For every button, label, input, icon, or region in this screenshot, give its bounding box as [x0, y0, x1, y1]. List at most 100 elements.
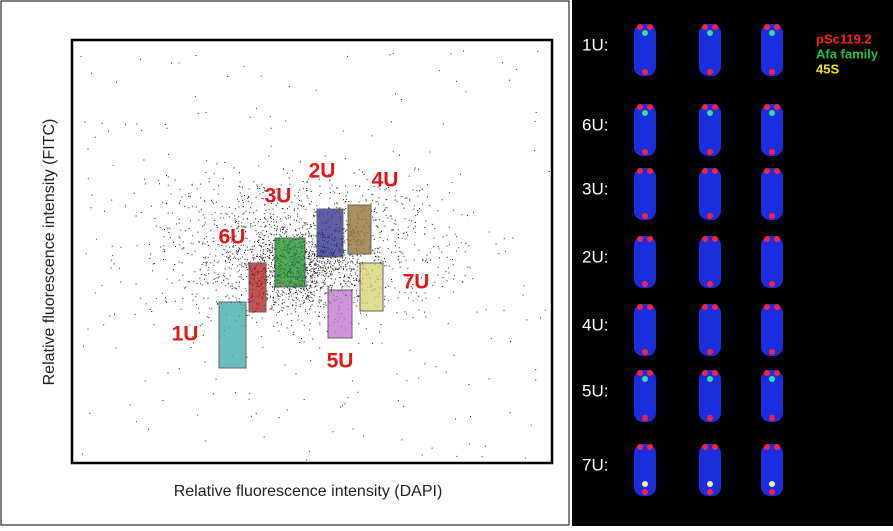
gate-label: 4U	[372, 169, 399, 192]
chromosome	[699, 304, 721, 356]
signal	[707, 481, 713, 487]
signal	[712, 24, 718, 30]
row-label: 5U:	[582, 381, 608, 400]
chromosome	[761, 236, 783, 288]
signal	[642, 213, 648, 219]
gate	[218, 301, 247, 369]
signal	[769, 213, 775, 219]
signal	[712, 104, 718, 110]
chromosome	[699, 104, 721, 156]
gate	[359, 262, 384, 312]
signal	[647, 168, 653, 174]
gate	[316, 208, 344, 258]
chromosome	[634, 24, 656, 76]
signal	[769, 69, 775, 75]
row-label: 7U:	[582, 455, 608, 474]
signal	[769, 30, 775, 36]
signal	[712, 168, 718, 174]
signal	[769, 415, 775, 421]
signal	[637, 168, 643, 174]
gate	[274, 237, 306, 288]
chromosome	[634, 370, 656, 422]
signal	[712, 236, 718, 242]
signal	[774, 236, 780, 242]
signal	[637, 444, 643, 450]
signal	[764, 370, 770, 376]
signal	[702, 168, 708, 174]
signal	[647, 444, 653, 450]
gate-label: 5U	[327, 350, 354, 373]
signal	[764, 236, 770, 242]
chromosome	[634, 444, 656, 496]
signal	[702, 104, 708, 110]
x-axis-label: Relative fluorescence intensity (DAPI)	[174, 483, 443, 500]
legend-entry: 45S	[816, 61, 839, 76]
signal	[769, 149, 775, 155]
chromosome	[634, 104, 656, 156]
signal	[637, 236, 643, 242]
chromosome	[761, 370, 783, 422]
signal	[702, 304, 708, 310]
signal	[702, 370, 708, 376]
signal	[764, 104, 770, 110]
chromosome	[699, 24, 721, 76]
plot-frame	[70, 38, 554, 465]
gate	[327, 289, 353, 339]
row-label: 6U:	[582, 115, 608, 134]
signal	[702, 236, 708, 242]
signal	[774, 304, 780, 310]
signal	[707, 376, 713, 382]
signal	[647, 24, 653, 30]
signal	[769, 376, 775, 382]
signal	[642, 376, 648, 382]
karyotype: 1U: 6U: 3U: 2U: 4U: 5U: 7U:	[582, 24, 783, 496]
gate	[248, 262, 267, 313]
signal	[647, 236, 653, 242]
signal	[637, 24, 643, 30]
signal	[764, 168, 770, 174]
gate-label: 3U	[265, 185, 292, 208]
y-axis-label: Relative fluorescence intensity (FITC)	[41, 119, 58, 386]
signal	[707, 110, 713, 116]
signal	[702, 444, 708, 450]
chromosome	[634, 236, 656, 288]
signal	[637, 104, 643, 110]
gate-label: 1U	[172, 323, 199, 346]
chromosome	[761, 168, 783, 220]
signal	[642, 349, 648, 355]
signal	[642, 489, 648, 495]
chromosome	[634, 168, 656, 220]
signal	[774, 104, 780, 110]
legend-entry: Afa family	[816, 46, 879, 61]
chromosome	[699, 168, 721, 220]
gate-label: 7U	[403, 271, 430, 294]
signal	[707, 489, 713, 495]
signal	[769, 281, 775, 287]
signal	[707, 349, 713, 355]
gate-label: 6U	[219, 226, 246, 249]
signal	[769, 110, 775, 116]
signal	[707, 213, 713, 219]
signal	[764, 304, 770, 310]
signal	[707, 149, 713, 155]
signal	[642, 481, 648, 487]
signal	[647, 304, 653, 310]
chromosome	[699, 444, 721, 496]
signal	[647, 104, 653, 110]
row-label: 4U:	[582, 315, 608, 334]
signal	[764, 24, 770, 30]
row-label: 2U:	[582, 247, 608, 266]
right-panel	[572, 0, 893, 526]
chromosome	[761, 304, 783, 356]
signal	[774, 24, 780, 30]
signal	[769, 489, 775, 495]
chromosome	[634, 304, 656, 356]
signal	[774, 370, 780, 376]
chromosome	[761, 444, 783, 496]
signal	[707, 30, 713, 36]
signal	[712, 444, 718, 450]
chromosome	[699, 370, 721, 422]
signal	[712, 370, 718, 376]
signal	[702, 24, 708, 30]
